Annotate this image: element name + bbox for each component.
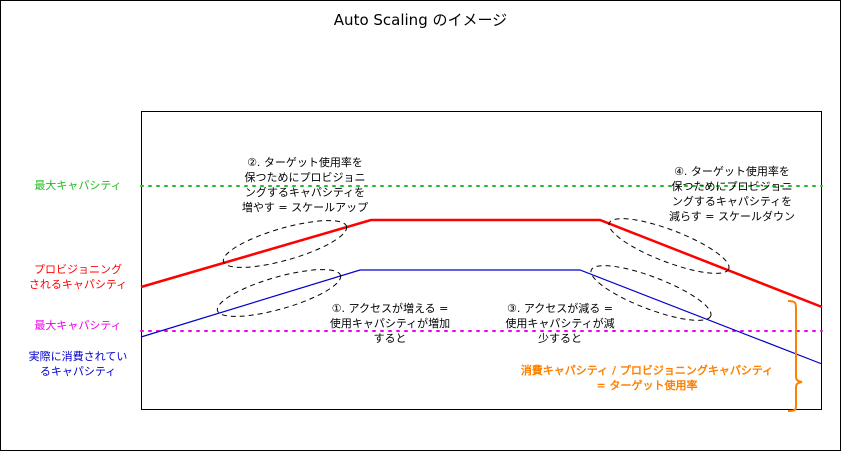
- scale-up-annotation: ②. ターゲット使用率を 保つためにプロビジョニ ングするキャパシティを 増やす…: [241, 156, 369, 214]
- diagram-title: Auto Scaling のイメージ: [333, 11, 508, 29]
- max-capacity-top-label: 最大キャパシティ: [34, 179, 122, 192]
- access-down-ellipse: [590, 265, 712, 321]
- consumed-capacity-label: 実際に消費されてい るキャパシティ: [28, 350, 128, 378]
- consumed-capacity-line: [140, 269, 823, 365]
- access-up-ellipse: [216, 269, 342, 317]
- max-capacity-bottom-label: 最大キャパシティ: [34, 319, 122, 332]
- access-up-annotation: ①. アクセスが増える = 使用キャパシティが増加 すると: [329, 302, 451, 345]
- target-utilization-formula: 消費キャパシティ / プロビジョニングキャパシティ = ターゲット使用率: [520, 364, 774, 392]
- plot-frame: [141, 111, 822, 410]
- access-down-annotation: ③. アクセスが減る = 使用キャパシティが減 少すると: [505, 302, 615, 345]
- scale-up-ellipse: [222, 220, 348, 268]
- scale-down-ellipse: [608, 218, 730, 274]
- provisioned-capacity-label: プロビジョニング されるキャパシティ: [28, 263, 128, 291]
- ratio-brace: [787, 300, 803, 412]
- provisioned-capacity-line: [140, 218, 823, 309]
- scale-down-annotation: ④. ターゲット使用率を 保つためにプロビジョニ ングするキャパシティを 減らす…: [669, 165, 795, 223]
